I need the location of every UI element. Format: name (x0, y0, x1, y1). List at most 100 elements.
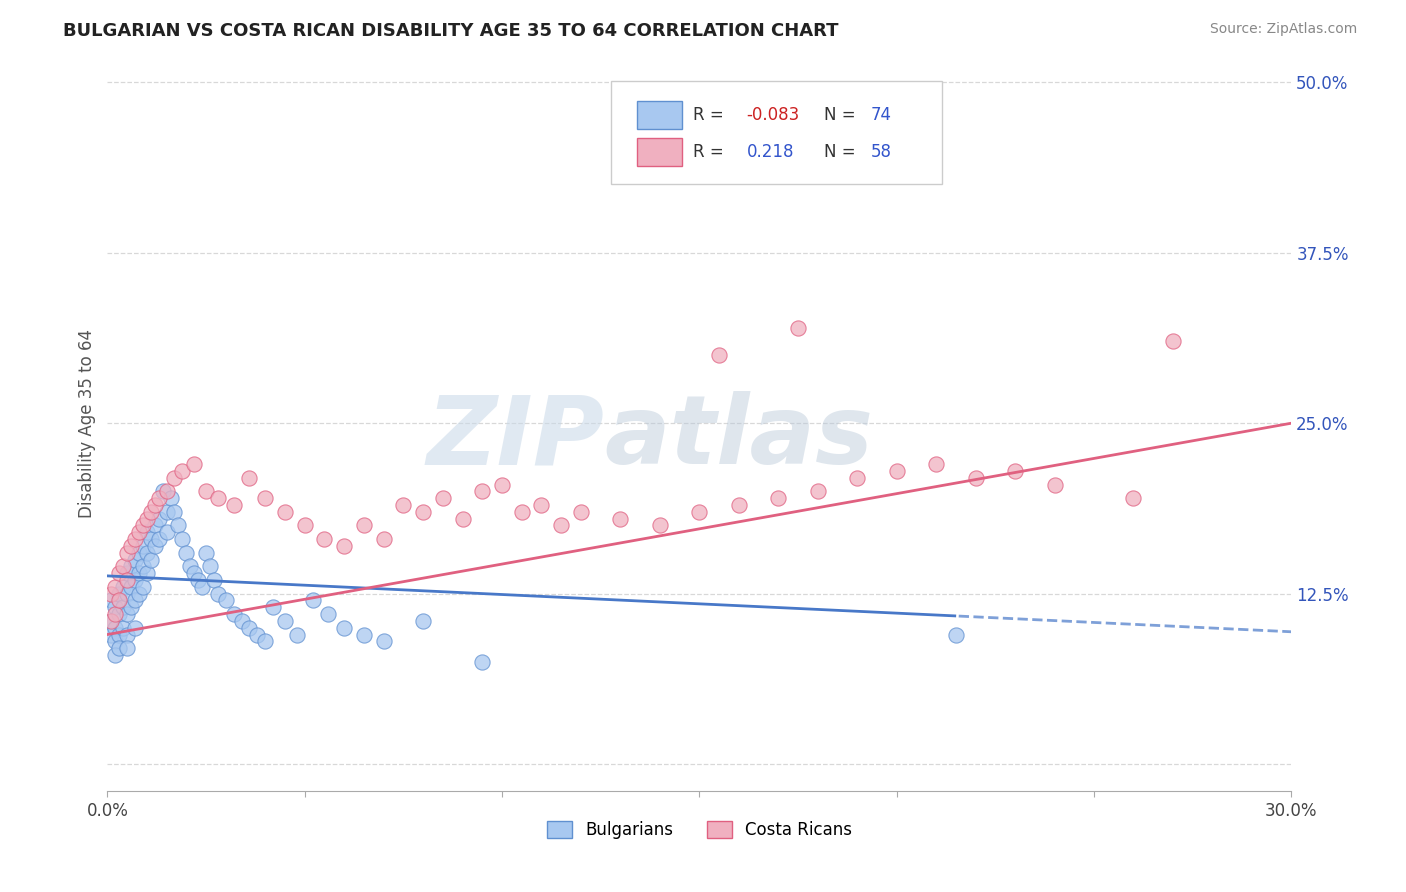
Point (262, 600, 284, 615)
Point (314, 532, 336, 546)
Point (112, 621, 135, 635)
Point (120, 600, 142, 615)
Point (124, 621, 146, 635)
Point (104, 607, 127, 621)
Point (139, 552, 162, 566)
Point (510, 505, 533, 519)
Point (135, 546, 157, 560)
Point (491, 477, 513, 491)
Point (609, 511, 631, 525)
Point (124, 573, 146, 587)
Point (143, 498, 166, 512)
Point (238, 471, 260, 485)
Point (132, 539, 155, 553)
Point (155, 505, 177, 519)
Point (432, 491, 454, 506)
Point (104, 621, 127, 635)
Point (172, 532, 194, 546)
Point (285, 627, 308, 641)
Text: ZIP: ZIP (427, 392, 605, 484)
Point (222, 607, 245, 621)
Point (373, 532, 395, 546)
Point (195, 546, 218, 560)
Point (353, 627, 375, 641)
Point (471, 655, 494, 669)
Point (115, 573, 138, 587)
Point (1161, 334, 1184, 349)
Point (412, 505, 434, 519)
Point (301, 593, 323, 607)
FancyBboxPatch shape (610, 81, 942, 184)
Point (333, 621, 356, 635)
Point (807, 484, 830, 499)
Point (392, 498, 415, 512)
Point (274, 614, 297, 628)
Point (163, 505, 186, 519)
Point (353, 518, 375, 533)
Text: 74: 74 (872, 106, 891, 124)
Point (100, 586, 122, 600)
Point (152, 484, 174, 499)
Point (187, 573, 209, 587)
Point (254, 634, 277, 648)
Point (132, 518, 155, 533)
Point (787, 320, 810, 334)
Point (135, 566, 157, 581)
Point (124, 532, 146, 546)
Point (128, 525, 150, 540)
Point (294, 518, 316, 533)
Point (163, 471, 186, 485)
Point (254, 491, 277, 506)
Y-axis label: Disability Age 35 to 64: Disability Age 35 to 64 (79, 329, 96, 517)
Point (100, 614, 122, 628)
Point (1043, 477, 1066, 491)
Point (135, 511, 157, 525)
Point (100, 593, 122, 607)
FancyBboxPatch shape (637, 101, 682, 128)
Point (128, 566, 150, 581)
Point (176, 546, 198, 560)
Point (128, 546, 150, 560)
Point (215, 593, 238, 607)
Point (135, 525, 157, 540)
Point (707, 348, 730, 362)
Point (124, 552, 146, 566)
Text: R =: R = (693, 106, 730, 124)
Point (143, 518, 166, 533)
Point (148, 511, 170, 525)
FancyBboxPatch shape (637, 137, 682, 166)
Text: -0.083: -0.083 (747, 106, 800, 124)
Point (246, 627, 269, 641)
Point (120, 580, 142, 594)
Text: BULGARIAN VS COSTA RICAN DISABILITY AGE 35 TO 64 CORRELATION CHART: BULGARIAN VS COSTA RICAN DISABILITY AGE … (63, 22, 839, 40)
Point (120, 559, 142, 574)
Point (115, 607, 138, 621)
Point (238, 621, 260, 635)
Point (945, 627, 967, 641)
Point (318, 607, 340, 621)
Point (172, 464, 194, 478)
Point (530, 498, 553, 512)
Point (550, 518, 572, 533)
Point (104, 580, 127, 594)
Point (202, 573, 225, 587)
Point (183, 566, 205, 581)
Point (925, 457, 948, 471)
Point (471, 484, 494, 499)
Point (198, 559, 221, 574)
Point (120, 539, 142, 553)
Point (191, 580, 214, 594)
Point (159, 491, 181, 506)
Point (846, 471, 869, 485)
Point (1004, 464, 1026, 478)
Point (115, 546, 138, 560)
Text: N =: N = (824, 143, 860, 161)
Point (195, 484, 218, 499)
Point (207, 491, 229, 506)
Point (768, 491, 790, 506)
Point (100, 627, 122, 641)
Point (112, 559, 135, 574)
Point (115, 641, 138, 656)
Point (139, 532, 162, 546)
Point (139, 505, 162, 519)
